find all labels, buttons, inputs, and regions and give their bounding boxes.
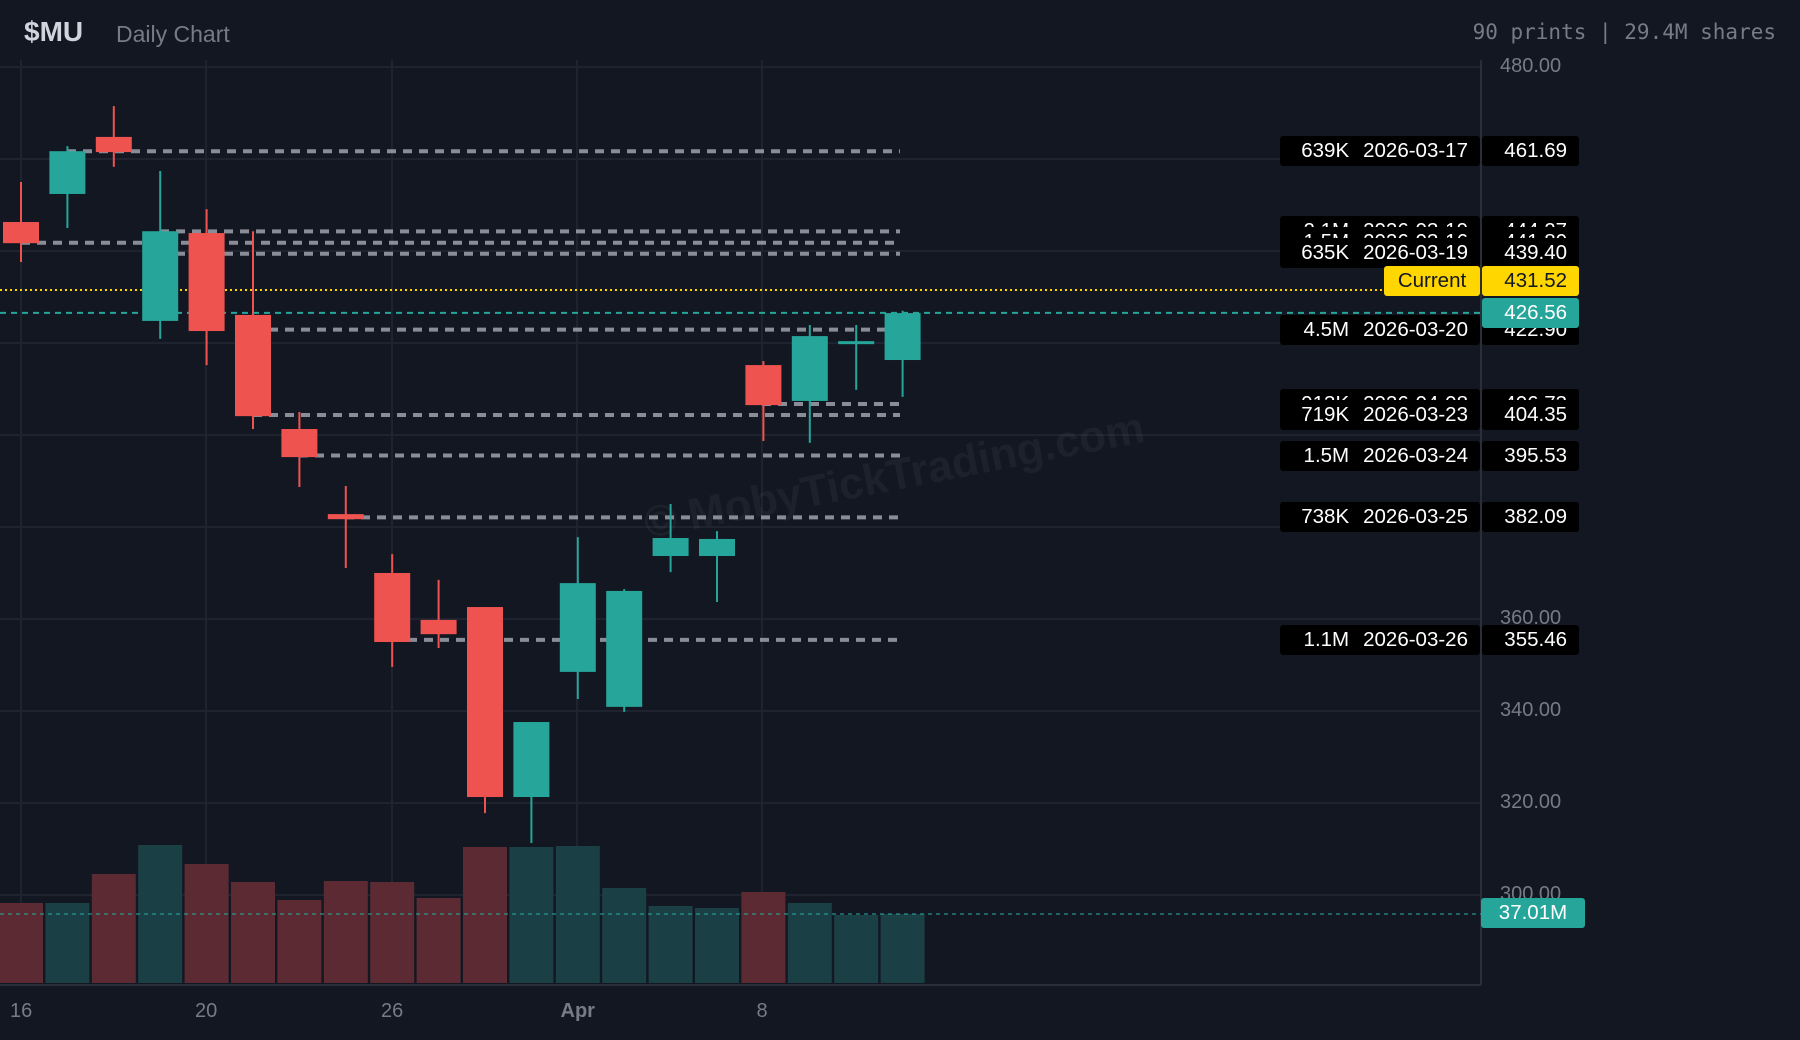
candle-up bbox=[652, 538, 689, 556]
level-price: 395.53 bbox=[1482, 441, 1579, 471]
level-volume: 635K bbox=[1301, 241, 1350, 264]
last-price-value: 426.56 bbox=[1482, 298, 1579, 328]
volume-bar bbox=[834, 915, 879, 983]
volume-bar bbox=[184, 864, 229, 983]
level-tag-label: 639K 2026-03-17 bbox=[1280, 136, 1480, 166]
candle-up bbox=[142, 231, 179, 321]
current-price-label: Current bbox=[1384, 266, 1480, 296]
candle-up bbox=[838, 341, 875, 345]
level-price: 382.09 bbox=[1482, 502, 1579, 532]
candle-up bbox=[559, 583, 596, 672]
level-date: 2026-03-24 bbox=[1363, 444, 1468, 467]
level-date: 2026-03-25 bbox=[1363, 505, 1468, 528]
level-tag-label: 635K 2026-03-19 bbox=[1280, 238, 1480, 268]
price-tick-label: 360.00 bbox=[1500, 607, 1562, 629]
level-date: 2026-03-20 bbox=[1363, 318, 1468, 341]
level-date: 2026-03-26 bbox=[1363, 628, 1468, 651]
last-volume-value: 37.01M bbox=[1481, 898, 1585, 928]
volume-bar bbox=[45, 903, 90, 983]
time-tick-label: 26 bbox=[381, 1000, 404, 1022]
level-price: 404.35 bbox=[1482, 400, 1579, 430]
candle-down bbox=[281, 429, 318, 458]
candle-down bbox=[188, 233, 225, 332]
level-volume: 4.5M bbox=[1303, 318, 1350, 341]
chart-subtitle: Daily Chart bbox=[116, 21, 230, 47]
level-tag-label: 1.5M 2026-03-24 bbox=[1280, 441, 1480, 471]
candle-down bbox=[3, 222, 39, 244]
volume-bar bbox=[323, 881, 368, 983]
time-tick-label: 20 bbox=[195, 1000, 218, 1022]
volume-bar bbox=[370, 882, 415, 983]
chart-header: $MU Daily Chart 90 prints | 29.4M shares bbox=[0, 0, 1800, 60]
level-volume: 738K bbox=[1301, 505, 1350, 528]
ticker-symbol: $MU bbox=[24, 16, 84, 47]
prints-summary: 90 prints | 29.4M shares bbox=[1472, 20, 1776, 44]
level-tag-label: 4.5M 2026-03-20 bbox=[1280, 315, 1480, 345]
volume-bar bbox=[741, 892, 786, 983]
candle-down bbox=[374, 573, 411, 642]
candle-up bbox=[606, 590, 643, 707]
candle-up bbox=[49, 151, 86, 194]
candle-up bbox=[884, 313, 921, 361]
price-tick-label: 480.00 bbox=[1500, 55, 1562, 77]
volume-bar bbox=[91, 874, 136, 983]
candle-down bbox=[745, 365, 782, 406]
level-date: 2026-03-23 bbox=[1363, 403, 1468, 426]
level-volume: 1.1M bbox=[1303, 628, 1350, 651]
level-price: 461.69 bbox=[1482, 136, 1579, 166]
volume-bar bbox=[695, 908, 739, 983]
current-price-value: 431.52 bbox=[1482, 266, 1579, 296]
price-tick-label: 340.00 bbox=[1500, 699, 1562, 721]
candle-down bbox=[235, 314, 271, 417]
candle-up bbox=[699, 538, 735, 556]
level-date: 2026-03-17 bbox=[1363, 139, 1468, 162]
level-price: 439.40 bbox=[1482, 238, 1579, 268]
candle-down bbox=[95, 136, 132, 153]
volume-bar bbox=[0, 903, 43, 983]
time-tick-label: Apr bbox=[560, 1000, 595, 1022]
candle-down bbox=[467, 607, 503, 798]
level-tag-label: 719K 2026-03-23 bbox=[1280, 400, 1480, 430]
price-tick-label: 320.00 bbox=[1500, 791, 1562, 813]
level-tag-label: 1.1M 2026-03-26 bbox=[1280, 625, 1480, 655]
candle-up bbox=[791, 336, 828, 401]
level-price: 355.46 bbox=[1482, 625, 1579, 655]
time-tick-label: 16 bbox=[10, 1000, 33, 1022]
level-volume: 719K bbox=[1301, 403, 1350, 426]
candle-down bbox=[327, 514, 364, 520]
volume-bar bbox=[787, 903, 832, 983]
volume-bar bbox=[602, 888, 647, 983]
level-volume: 1.5M bbox=[1303, 444, 1350, 467]
level-date: 2026-03-19 bbox=[1363, 241, 1468, 264]
volume-bar bbox=[463, 847, 507, 983]
volume-bar bbox=[416, 898, 461, 983]
volume-bar bbox=[231, 882, 275, 983]
level-tag-label: 738K 2026-03-25 bbox=[1280, 502, 1480, 532]
level-volume: 639K bbox=[1301, 139, 1350, 162]
candle-up bbox=[513, 722, 550, 798]
volume-bar bbox=[880, 914, 925, 983]
candle-down bbox=[420, 619, 457, 635]
time-tick-label: 8 bbox=[756, 1000, 768, 1022]
volume-bar bbox=[277, 900, 322, 983]
volume-bar bbox=[648, 906, 693, 983]
